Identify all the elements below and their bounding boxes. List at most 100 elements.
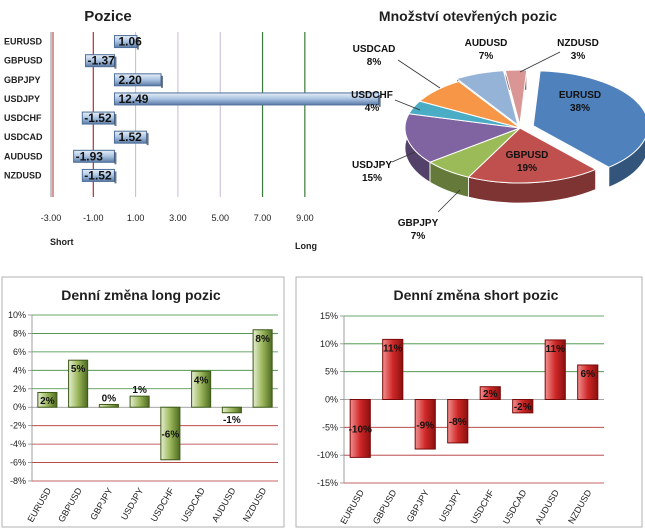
data-label-usdcad: 1.52 [118,130,142,144]
pie-label-usdcad: USDCAD [353,44,396,55]
data-label-gbpjpy: -9% [416,420,434,431]
pie-label-usdjpy: USDJPY [352,160,392,171]
x-tick-3-00: -3.00 [41,213,62,223]
y-tick-0: 0% [13,402,26,412]
pie-leader-usdjpy [391,151,416,163]
y-tick-8: 8% [13,328,26,338]
pie-label-nzdusd: NZDUSD [557,38,599,49]
bar-usdchf [479,386,501,400]
data-label-usdjpy: 1% [132,385,147,396]
data-label-eurusd: -10% [349,424,372,435]
pie-label-gbpusd: GBPUSD [506,150,549,161]
pie-slice-audusd [455,70,519,127]
bar-audusd [544,339,566,401]
data-label-audusd: -1.93 [76,149,104,163]
y-tick-8: -8% [10,476,26,486]
data-label-nzdusd: 6% [581,369,596,380]
y-tick-2: -2% [10,421,26,431]
long-label: Long [295,241,317,251]
pie-pct-usdcad: 8% [367,57,382,68]
y-tick-2: 2% [13,384,26,394]
category-label-usdjpy: USDJPY [4,94,40,104]
pie-slice-nzdusd [504,69,528,126]
category-label-gbpjpy: GBPJPY [4,75,41,85]
bar-usdchf [160,406,181,461]
pie-label-gbpjpy: GBPJPY [398,218,439,229]
category-label-nzdusd: NZDUSD [4,170,42,180]
bar-shadow-eurusd [136,37,139,50]
pie-leader-usdcad [397,59,441,89]
y-tick-6: -6% [10,458,26,468]
pie-pct-usdjpy: 15% [362,173,382,184]
positions-chart-title: Pozice [84,8,132,25]
y-tick-5: -5% [322,422,338,432]
pie-pct-usdchf: 4% [365,103,380,114]
data-label-usdcad: 4% [194,375,209,386]
data-label-audusd: 11% [546,344,566,355]
data-label-eurusd: 1.06 [118,35,142,49]
bar-usdcad [191,370,212,408]
category-label-gbpusd: GBPUSD [4,56,43,66]
daily-long-change-chart: Denní změna long pozic 2% 5% 0% 1% -6% 4% -1% 8… [1,276,285,528]
category-label-usdcad: USDCAD [4,132,43,142]
bar-eurusd [37,391,58,408]
pie-chart-title: Množství otevřených pozic [379,8,557,24]
data-label-eurusd: 2% [40,396,55,407]
pie-leader-usdchf [394,99,421,111]
bar-nzdusd [577,364,599,400]
pie-pct-gbpusd: 19% [517,163,537,174]
data-label-gbpjpy: 2.20 [118,73,142,87]
bar-gbpjpy [414,399,436,450]
bar-usdjpy [129,395,150,408]
y-tick-10: -10% [317,450,338,460]
daily-short-change-chart: Denní změna short pozic -10% 11% -9% -8% 2% -… [295,276,643,528]
bar-eurusd [349,399,371,458]
positions-chart: Pozice 1.06-1.372.20 12.49 -1.52 1.52 -1.93 -… [4,8,381,251]
pie-slice-usdjpy [404,113,521,163]
short-label: Short [50,237,74,247]
bar-nzdusd [252,329,273,408]
data-label-nzdusd: 8% [255,334,270,345]
bar-usdcad [512,399,534,414]
pie-slice-usdcad [418,80,521,129]
y-tick-4: -4% [10,439,26,449]
open-positions-pie: Množství otevřených pozic EURUSD 38% GBPUS… [351,8,645,242]
pie-pct-eurusd: 38% [570,103,590,114]
bar-shadow-gbpusd [114,56,117,69]
pie-pct-nzdusd: 3% [571,51,586,62]
category-label-eurusd: EURUSD [4,37,43,47]
y-tick-6: 6% [13,347,26,357]
bar-gbpusd [84,54,115,68]
pie-slice-gbpusd [467,127,597,184]
data-label-gbpusd: -1.37 [87,54,115,68]
x-tick-9-00: 9.00 [296,213,314,223]
bar-usdjpy [447,399,469,444]
bar-shadow-usdjpy [378,94,381,107]
pie-label-eurusd: EURUSD [559,90,601,101]
bar-gbpusd [68,359,89,408]
bar-shadow-usdcad [146,133,149,146]
category-label-usdchf: USDCHF [4,113,42,123]
pie-pct-audusd: 7% [479,51,494,62]
bar-shadow-nzdusd [114,171,117,184]
y-tick-10: 10% [8,310,26,320]
pie-leader-gbpjpy [437,189,461,213]
x-tick-1-00: -1.00 [83,213,104,223]
data-label-usdcad: -2% [514,402,532,413]
bar-audusd [221,406,242,414]
y-tick-10: 10% [320,339,338,349]
pie-label-audusd: AUDUSD [465,38,508,49]
data-label-gbpjpy: 0% [102,393,117,404]
y-tick-0: 0% [325,395,338,405]
data-label-gbpusd: 5% [71,364,86,375]
bar-shadow-gbpjpy [161,75,163,88]
bar-audusd [73,149,115,163]
data-label-usdjpy: 12.49 [118,92,148,106]
short-change-title: Denní změna short pozic [394,287,559,303]
bar-shadow-audusd [114,152,117,165]
pie-label-usdchf: USDCHF [351,90,393,101]
bar-usdjpy [113,92,380,106]
pie-pct-gbpjpy: 7% [411,231,426,242]
x-tick-7-00: 7.00 [254,213,272,223]
